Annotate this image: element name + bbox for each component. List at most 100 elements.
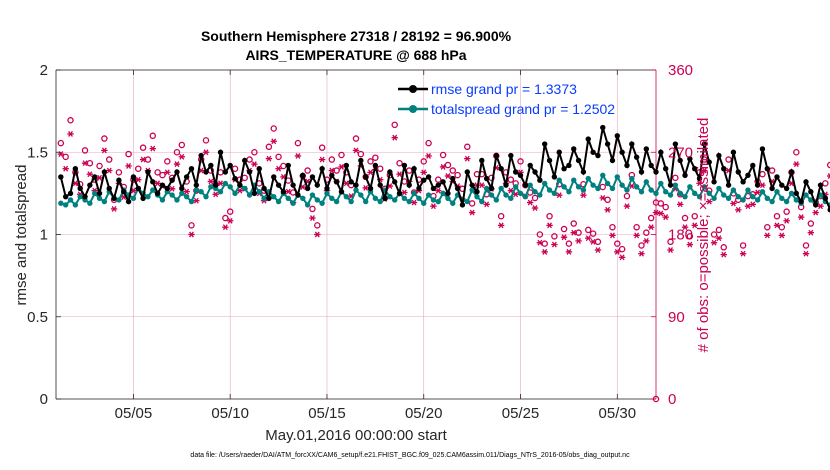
rmse-point — [96, 190, 103, 197]
obs-possible-point — [135, 165, 142, 172]
asterisk-stroke — [184, 188, 190, 195]
rmse-point — [822, 195, 829, 202]
asterisk-stroke — [353, 147, 359, 154]
totalspread-point — [803, 192, 809, 198]
rmse-point — [58, 174, 64, 180]
rmse-point — [164, 185, 170, 192]
obs-assimilated-point — [183, 188, 190, 195]
totalspread-point — [464, 198, 470, 205]
obs-possible-point — [420, 158, 427, 165]
totalspread-point — [329, 195, 335, 202]
asterisk-stroke — [445, 173, 451, 179]
rmse-point — [696, 175, 703, 182]
obs-possible-point — [793, 148, 800, 156]
asterisk-stroke — [755, 189, 761, 196]
asterisk-stroke — [469, 209, 475, 216]
rmse-point — [304, 185, 311, 192]
totalspread-point — [77, 193, 83, 200]
totalspread-point — [198, 189, 204, 195]
totalspread-point — [392, 197, 398, 203]
obs-assimilated-point — [754, 189, 761, 196]
rmse-point — [333, 179, 340, 185]
x-axis-label: May.01,2016 00:00:00 start — [265, 427, 447, 444]
asterisk-stroke — [411, 199, 417, 206]
totalspread-point — [285, 195, 291, 202]
totalspread-point — [677, 190, 683, 197]
obs-possible-point — [270, 125, 277, 132]
obs-assimilated-point — [812, 209, 819, 216]
obs-possible-point — [96, 162, 103, 170]
obs-assimilated-point — [444, 173, 452, 179]
rmse-point — [459, 202, 466, 208]
obs-assimilated-point — [222, 224, 229, 231]
rmse-point — [82, 193, 88, 200]
rmse-point — [193, 182, 200, 188]
obs-assimilated-point — [710, 239, 718, 246]
asterisk-stroke — [440, 163, 446, 170]
obs-assimilated-point — [468, 209, 476, 216]
totalspread-point — [227, 184, 233, 190]
asterisk-stroke — [527, 199, 533, 206]
totalspread-point — [488, 192, 495, 198]
asterisk-stroke — [348, 193, 354, 200]
rmse-point — [798, 198, 804, 205]
totalspread-point — [377, 198, 383, 205]
obs-assimilated-point — [106, 167, 113, 174]
asterisk-stroke — [808, 229, 814, 236]
rmse-point — [256, 166, 262, 172]
obs-assimilated-point — [681, 224, 689, 231]
totalspread-point — [754, 197, 761, 203]
totalspread-point — [372, 195, 379, 202]
obs-assimilated-point — [96, 174, 103, 181]
obs-assimilated-point — [541, 248, 548, 255]
rmse-point — [522, 182, 529, 188]
asterisk-stroke — [803, 250, 809, 257]
rmse-point — [517, 172, 524, 178]
rmse-point — [77, 185, 83, 192]
rmse-point — [382, 195, 388, 202]
asterisk-stroke — [300, 184, 306, 190]
obs-possible-point — [372, 154, 379, 161]
rmse-point — [159, 182, 166, 188]
totalspread-point — [643, 179, 650, 185]
rmse-point — [227, 162, 233, 169]
rmse-point — [188, 166, 195, 172]
totalspread-point — [701, 184, 708, 190]
rmse-point — [266, 195, 272, 202]
rmse-point — [377, 182, 383, 188]
rmse-point — [493, 152, 500, 159]
totalspread-point — [261, 195, 267, 202]
totalspread-point — [653, 190, 659, 197]
obs-possible-point — [822, 180, 829, 187]
asterisk-stroke — [721, 251, 727, 258]
totalspread-point — [556, 177, 562, 183]
rmse-point — [687, 156, 693, 162]
obs-assimilated-point — [773, 222, 781, 229]
obs-assimilated-point — [401, 189, 408, 196]
rmse-point — [314, 182, 320, 188]
obs-possible-point — [391, 121, 398, 129]
obs-possible-point — [328, 156, 336, 163]
obs-possible-point — [139, 144, 147, 151]
rmse-point — [237, 182, 243, 188]
totalspread-point — [614, 174, 620, 180]
obs-assimilated-point — [318, 156, 326, 163]
totalspread-point — [580, 187, 587, 193]
obs-assimilated-point — [464, 155, 471, 162]
obs-possible-point — [657, 200, 665, 207]
obs-assimilated-point — [594, 247, 602, 253]
obs-assimilated-point — [420, 169, 427, 176]
totalspread-point — [604, 180, 611, 187]
obs-possible-point — [62, 153, 69, 161]
rmse-point — [575, 157, 582, 164]
obs-possible-point — [720, 244, 727, 251]
obs-assimilated-point — [749, 201, 756, 208]
asterisk-stroke — [421, 169, 427, 176]
totalspread-point — [658, 180, 664, 187]
rmse-point — [725, 182, 732, 188]
rmse-point — [222, 169, 229, 175]
totalspread-point — [764, 195, 770, 202]
rmse-point — [542, 141, 548, 147]
totalspread-point — [512, 184, 519, 190]
rmse-point — [203, 169, 209, 175]
